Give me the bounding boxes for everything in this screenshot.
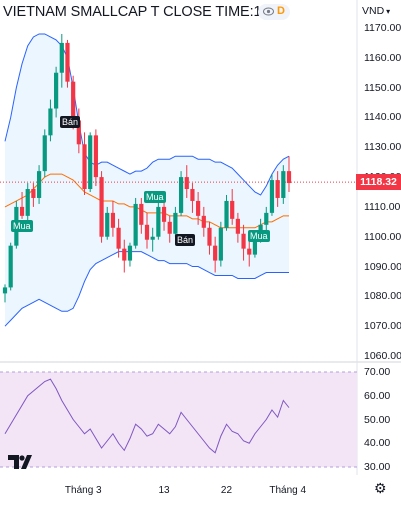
candle-up: [224, 200, 229, 228]
last-price-label: 1118.32: [356, 174, 401, 190]
sell-signal-label: Bán: [60, 116, 81, 128]
price-tick-label: 1090.00: [364, 260, 401, 273]
candle-down: [207, 227, 212, 246]
buy-signal-label: Mua: [144, 191, 166, 203]
candle-down: [144, 224, 150, 240]
candle-down: [139, 203, 144, 225]
price-tick-label: 1070.00: [364, 320, 401, 333]
candle-up: [127, 245, 133, 261]
oscillator-tick-label: 60.00: [364, 389, 391, 402]
candle-down: [82, 144, 87, 190]
candle-down: [99, 177, 104, 237]
candle-up: [218, 227, 223, 261]
chevron-down-icon: ▾: [386, 7, 391, 16]
buy-signal-label: Mua: [248, 230, 270, 242]
oscillator-tick-label: 50.00: [364, 413, 391, 426]
candle-up: [269, 180, 275, 213]
bollinger-lower-line: [4, 251, 289, 327]
price-tick-label: 1100.00: [364, 230, 401, 243]
currency-selector[interactable]: VND ▾: [362, 5, 390, 17]
sell-signal-label: Bán: [175, 234, 196, 246]
candle-down: [247, 248, 252, 255]
time-tick-label: Tháng 4: [269, 485, 307, 496]
price-tick-label: 1110.00: [364, 200, 401, 213]
buy-signal-label: Mua: [11, 220, 33, 232]
dividend-badge: D: [277, 5, 285, 17]
candle-up: [150, 236, 155, 240]
oscillator-tick-label: 30.00: [364, 461, 391, 473]
price-tick-label: 1080.00: [364, 290, 401, 303]
candle-down: [190, 189, 195, 201]
visibility-toggle[interactable]: D: [258, 4, 290, 20]
candle-up: [178, 177, 184, 213]
oscillator-tick-label: 70.00: [364, 366, 391, 378]
candle-down: [230, 200, 235, 219]
candle-up: [42, 135, 47, 172]
candle-up: [133, 203, 138, 246]
price-tick-label: 1160.00: [364, 51, 401, 64]
candle-down: [201, 215, 206, 228]
candle-down: [93, 135, 98, 178]
candle-down: [184, 177, 189, 190]
candle-down: [167, 221, 172, 234]
candle-down: [31, 189, 36, 198]
candle-up: [8, 245, 13, 288]
candle-down: [76, 120, 81, 145]
price-tick-label: 1130.00: [364, 141, 401, 154]
candle-up: [281, 171, 286, 198]
bollinger-fill: [5, 33, 289, 327]
candle-up: [88, 135, 93, 190]
candle-up: [264, 212, 269, 225]
time-tick-label: 22: [220, 485, 233, 496]
candle-down: [71, 81, 76, 121]
candle-down: [122, 248, 127, 261]
eye-icon: [263, 7, 274, 16]
candle-down: [286, 171, 292, 184]
price-tick-label: 1060.00: [364, 350, 401, 362]
candle-up: [2, 287, 8, 294]
candle-down: [116, 227, 121, 249]
price-tick-label: 1150.00: [364, 81, 401, 94]
bollinger-upper-line: [4, 33, 290, 196]
candle-up: [54, 72, 59, 109]
candle-up: [252, 236, 258, 255]
candle-down: [19, 206, 25, 216]
candle-down: [196, 200, 201, 216]
time-tick-label: Tháng 3: [64, 485, 102, 496]
candle-down: [161, 206, 167, 222]
currency-label: VND: [362, 5, 385, 17]
time-tick-label: 13: [158, 485, 170, 496]
chart-title: VIETNAM SMALLCAP T CLOSE TIME:15:30: [3, 4, 290, 20]
candle-down: [275, 180, 280, 198]
candle-up: [59, 42, 64, 73]
gear-icon[interactable]: ⚙: [374, 480, 387, 496]
candle-up: [48, 108, 53, 136]
candle-down: [65, 42, 70, 82]
candle-up: [105, 212, 110, 237]
oscillator-tick-label: 40.00: [364, 437, 391, 450]
candle-up: [156, 206, 161, 237]
candle-down: [241, 233, 246, 249]
candle-up: [173, 212, 178, 234]
candle-down: [235, 218, 240, 234]
price-tick-label: 1140.00: [364, 111, 401, 124]
candle-up: [36, 171, 42, 198]
tradingview-logo[interactable]: [8, 455, 32, 469]
candle-up: [25, 189, 30, 216]
candle-down: [213, 245, 218, 261]
price-tick-label: 1170.00: [364, 22, 401, 34]
oscillator-line: [4, 378, 290, 454]
candle-down: [110, 212, 116, 228]
